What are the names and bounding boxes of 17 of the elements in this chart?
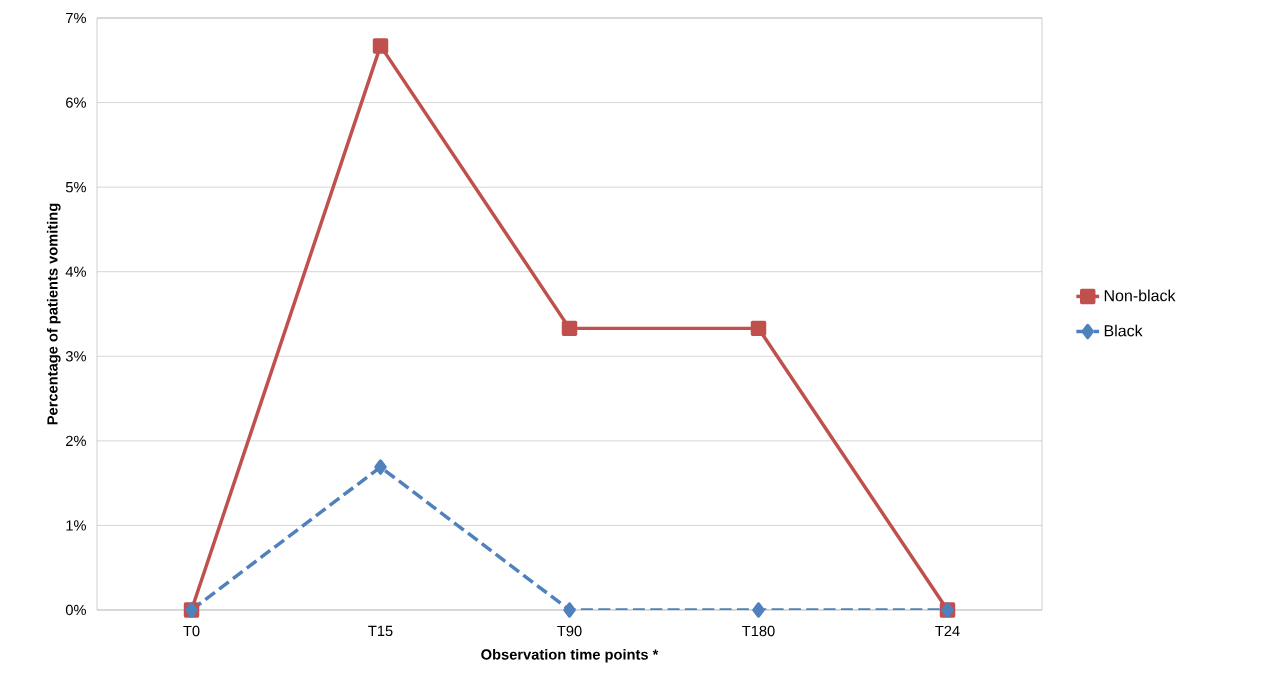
legend-label: Black	[1104, 324, 1143, 337]
y-tick-label: 7%	[66, 12, 86, 24]
y-axis-title: Percentage of patients vomiting	[46, 203, 61, 425]
y-tick-label: 2%	[66, 435, 86, 447]
y-tick-label: 1%	[66, 520, 86, 531]
legend-label: Non-black	[1104, 289, 1176, 302]
y-tick-label: 3%	[65, 351, 86, 362]
y-tick-label: 4%	[65, 266, 86, 277]
x-tick-label: T24	[935, 625, 960, 637]
x-tick-label: T15	[368, 625, 393, 637]
y-tick-label: 0%	[65, 604, 86, 616]
x-tick-label: T90	[557, 625, 582, 637]
x-axis-title: Observation time points *	[481, 648, 659, 663]
y-tick-label: 5%	[65, 182, 86, 193]
y-tick-label: 6%	[66, 97, 86, 108]
x-tick-label: T0	[183, 625, 200, 637]
x-tick-label: T180	[742, 625, 775, 637]
